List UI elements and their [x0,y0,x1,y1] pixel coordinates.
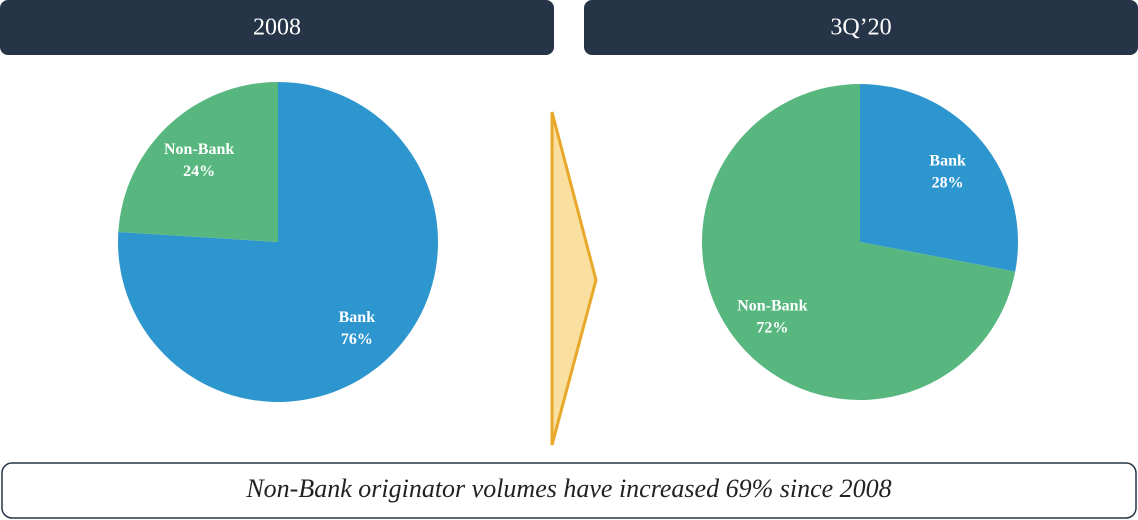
slice-label: Non-Bank 72% [737,298,807,337]
slice-value: 72% [756,320,788,337]
slice-label: Non-Bank 24% [164,141,234,180]
pie-slice [118,82,439,403]
pie-slice [702,84,1016,401]
slice-value: 24% [183,163,215,180]
arrow [550,111,598,446]
title-box [584,0,1138,55]
slice-category: Non-Bank [164,141,234,158]
slice-category: Bank [339,309,376,326]
chart-title: 2008 [253,15,301,41]
slice-label: Bank 76% [339,309,376,348]
title-box [0,0,554,55]
note: Non-Bank originator volumes have increas… [245,474,891,503]
slice-category: Non-Bank [737,298,807,315]
slice-category: Bank [929,152,966,169]
slice-label: Bank 28% [929,152,966,191]
pie-slice [860,84,1018,272]
pie-slice [118,82,278,242]
slice-value: 76% [341,331,373,348]
chart-title: 3Q’20 [830,15,891,41]
slice-value: 28% [932,174,964,191]
note-box [1,462,1137,519]
